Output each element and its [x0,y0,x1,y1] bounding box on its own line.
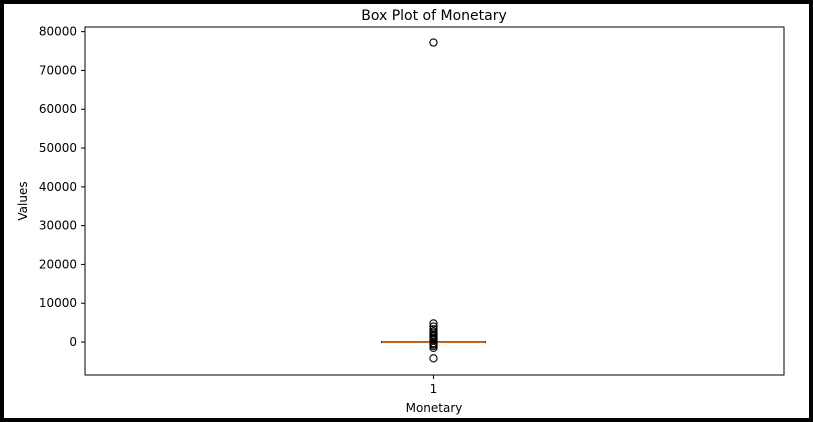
outlier-point [429,319,438,328]
x-tick-label: 1 [430,382,438,396]
x-axis-ticks: 1 [430,375,438,396]
y-tick-label: 10000 [39,296,77,310]
x-axis-label: Monetary [406,401,463,415]
outlier-point [429,38,438,47]
y-tick-label: 40000 [39,180,77,194]
y-tick-label: 0 [69,335,77,349]
outlier-point [429,343,438,352]
y-tick-label: 20000 [39,257,77,271]
y-tick-label: 80000 [39,25,77,39]
chart-title: Box Plot of Monetary [361,8,507,24]
outlier-points [429,38,438,363]
y-axis-label: Values [16,181,30,220]
y-tick-label: 50000 [39,141,77,155]
y-axis-ticks: 0 10000 20000 30000 40000 50000 60000 70000 8000… [39,25,85,349]
y-tick-label: 30000 [39,219,77,233]
plot-area [84,26,785,376]
y-tick-label: 60000 [39,102,77,116]
y-tick-label: 70000 [39,63,77,77]
outlier-point [429,354,438,363]
